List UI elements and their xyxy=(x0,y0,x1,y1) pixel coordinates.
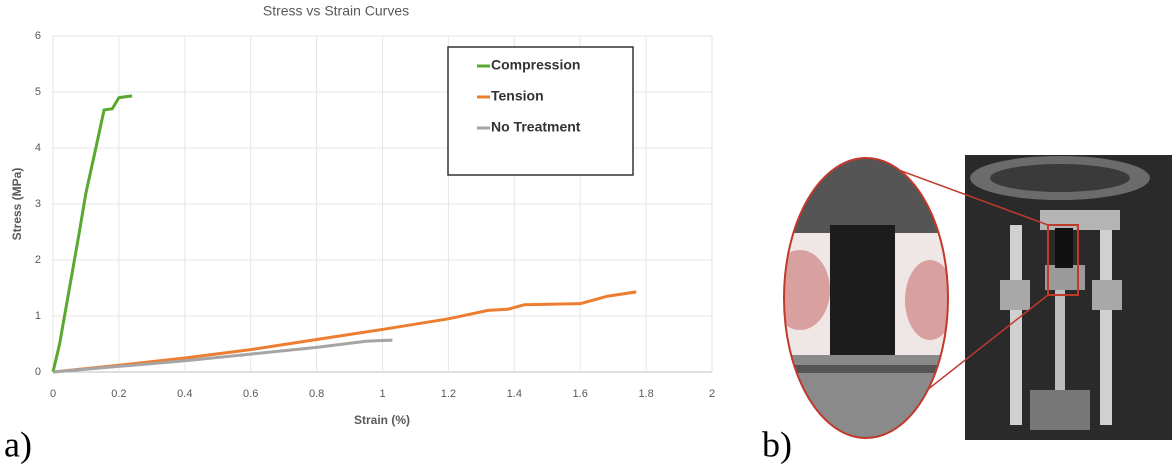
x-tick-label: 0.6 xyxy=(243,388,258,400)
y-tick-label: 1 xyxy=(35,310,41,322)
panel-label: b) xyxy=(762,424,792,464)
legend-label: No Treatment xyxy=(491,119,581,135)
y-tick-label: 5 xyxy=(35,86,41,98)
series-line xyxy=(52,290,637,374)
photo xyxy=(783,155,1172,440)
x-tick-label: 0.4 xyxy=(177,388,192,400)
x-tick-label: 2 xyxy=(709,388,715,400)
x-tick-label: 0.2 xyxy=(111,388,126,400)
series-line xyxy=(52,338,393,374)
y-tick-label: 0 xyxy=(35,366,41,378)
legend-label: Tension xyxy=(491,88,544,104)
x-tick-label: 0 xyxy=(50,388,56,400)
chart-title: Stress vs Strain Curves xyxy=(263,3,409,19)
x-tick-label: 1.6 xyxy=(573,388,588,400)
x-tick-label: 1 xyxy=(379,388,385,400)
y-tick-label: 6 xyxy=(35,30,41,42)
y-axis-label: Stress (MPa) xyxy=(10,168,24,241)
series-line xyxy=(51,94,133,373)
x-tick-label: 1.8 xyxy=(638,388,653,400)
legend-box xyxy=(447,46,634,176)
x-axis-label: Strain (%) xyxy=(354,413,410,427)
y-tick-label: 2 xyxy=(35,254,41,266)
y-tick-label: 3 xyxy=(35,198,41,210)
legend-label: Compression xyxy=(491,57,580,73)
x-tick-label: 1.4 xyxy=(507,388,522,400)
panel-label: a) xyxy=(4,424,32,464)
x-tick-label: 1.2 xyxy=(441,388,456,400)
legend: Compression Tension No Treatment xyxy=(477,57,581,135)
x-tick-label: 0.8 xyxy=(309,388,324,400)
y-tick-label: 4 xyxy=(35,142,41,154)
